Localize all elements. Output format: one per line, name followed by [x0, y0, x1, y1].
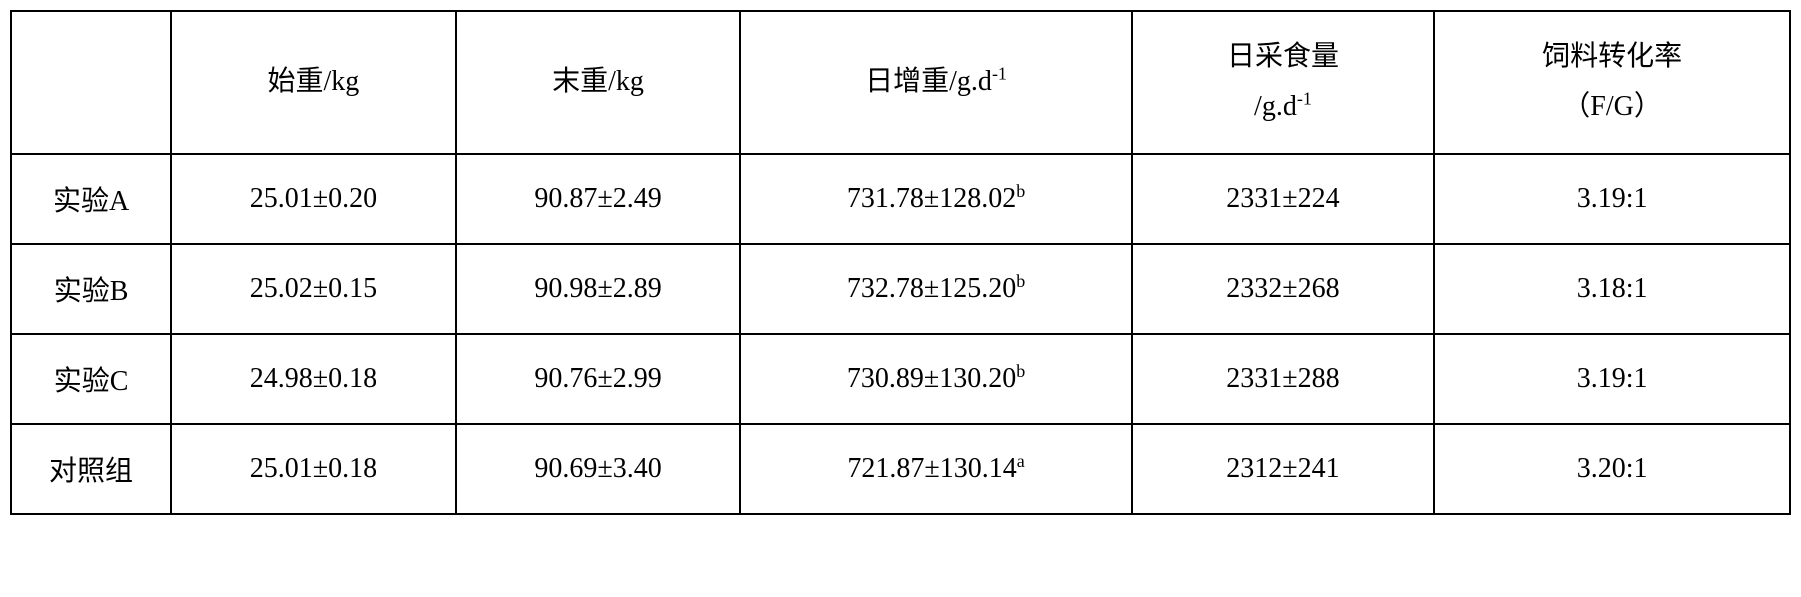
daily-gain-sup: b: [1016, 181, 1025, 201]
cell-start-weight: 24.98±0.18: [171, 334, 456, 424]
header-fcr-line1: 饲料转化率: [1542, 41, 1682, 72]
table-row: 实验B 25.02±0.15 90.98±2.89 732.78±125.20b…: [11, 244, 1790, 334]
header-fcr-line2: （F/G）: [1562, 91, 1662, 122]
cell-daily-gain: 731.78±128.02b: [740, 154, 1131, 244]
cell-label: 实验A: [11, 154, 171, 244]
header-end-weight: 末重/kg: [456, 11, 741, 154]
cell-daily-gain: 721.87±130.14a: [740, 424, 1131, 514]
cell-daily-gain: 732.78±125.20b: [740, 244, 1131, 334]
cell-label: 对照组: [11, 424, 171, 514]
cell-end-weight: 90.87±2.49: [456, 154, 741, 244]
daily-gain-sup: b: [1016, 361, 1025, 381]
header-label: [11, 11, 171, 154]
header-start-weight: 始重/kg: [171, 11, 456, 154]
cell-fcr: 3.20:1: [1434, 424, 1790, 514]
cell-fcr: 3.18:1: [1434, 244, 1790, 334]
header-daily-intake-sup: -1: [1297, 89, 1312, 109]
cell-daily-intake: 2332±268: [1132, 244, 1434, 334]
daily-gain-sup: a: [1017, 451, 1025, 471]
cell-daily-intake: 2331±288: [1132, 334, 1434, 424]
cell-fcr: 3.19:1: [1434, 154, 1790, 244]
header-daily-gain: 日增重/g.d-1: [740, 11, 1131, 154]
table-row: 对照组 25.01±0.18 90.69±3.40 721.87±130.14a…: [11, 424, 1790, 514]
daily-gain-value: 731.78±128.02: [847, 183, 1016, 214]
daily-gain-value: 721.87±130.14: [847, 453, 1016, 484]
header-row: 始重/kg 末重/kg 日增重/g.d-1 日采食量/g.d-1 饲料转化率（F…: [11, 11, 1790, 154]
table-body: 实验A 25.01±0.20 90.87±2.49 731.78±128.02b…: [11, 154, 1790, 514]
header-daily-gain-sup: -1: [992, 64, 1007, 84]
header-fcr: 饲料转化率 （F/G）: [1434, 11, 1790, 154]
header-daily-gain-text: 日增重/g.d: [865, 66, 992, 97]
table-header: 始重/kg 末重/kg 日增重/g.d-1 日采食量/g.d-1 饲料转化率（F…: [11, 11, 1790, 154]
table-row: 实验A 25.01±0.20 90.87±2.49 731.78±128.02b…: [11, 154, 1790, 244]
cell-end-weight: 90.76±2.99: [456, 334, 741, 424]
cell-daily-intake: 2312±241: [1132, 424, 1434, 514]
daily-gain-sup: b: [1016, 271, 1025, 291]
growth-performance-table: 始重/kg 末重/kg 日增重/g.d-1 日采食量/g.d-1 饲料转化率（F…: [10, 10, 1791, 515]
cell-label: 实验C: [11, 334, 171, 424]
daily-gain-value: 730.89±130.20: [847, 363, 1016, 394]
cell-daily-intake: 2331±224: [1132, 154, 1434, 244]
header-daily-intake: 日采食量/g.d-1: [1132, 11, 1434, 154]
cell-fcr: 3.19:1: [1434, 334, 1790, 424]
header-daily-intake-line1: 日采食量: [1227, 41, 1339, 72]
cell-start-weight: 25.01±0.18: [171, 424, 456, 514]
table-row: 实验C 24.98±0.18 90.76±2.99 730.89±130.20b…: [11, 334, 1790, 424]
daily-gain-value: 732.78±125.20: [847, 273, 1016, 304]
header-daily-intake-line2: /g.d: [1254, 91, 1297, 122]
cell-daily-gain: 730.89±130.20b: [740, 334, 1131, 424]
cell-start-weight: 25.02±0.15: [171, 244, 456, 334]
cell-start-weight: 25.01±0.20: [171, 154, 456, 244]
cell-end-weight: 90.69±3.40: [456, 424, 741, 514]
cell-end-weight: 90.98±2.89: [456, 244, 741, 334]
cell-label: 实验B: [11, 244, 171, 334]
